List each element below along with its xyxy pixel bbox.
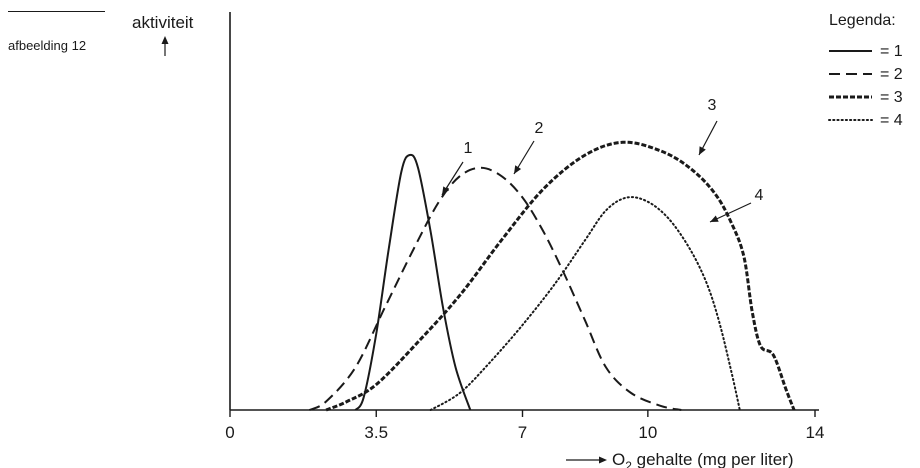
x-tick-label: 3.5 [364,423,388,442]
x-tick-label: 0 [225,423,234,442]
legend: = 1 = 2 = 3 = 4 [829,43,903,129]
curve-label-4: 4 [755,187,764,204]
y-axis-title: aktiviteit [132,13,194,32]
series-curves [309,142,794,410]
series-curve-4 [431,197,740,410]
legend-label-2: = 2 [880,66,903,83]
curve-label-2: 2 [535,120,544,137]
x-axis-title-prefix: O [612,450,625,468]
series-curve-1 [355,155,470,410]
legend-label-4: = 4 [880,112,903,129]
series-curve-2 [309,168,681,410]
legend-label-1: = 1 [880,43,903,60]
legend-label-3: = 3 [880,89,903,106]
curve-label-1: 1 [464,140,473,157]
x-ticks: 0 3.5 7 10 14 [225,410,824,442]
x-axis-title: O2 gehalte (mg per liter) [612,450,794,468]
curve-callout-arrowhead-1 [442,186,449,195]
x-tick-label: 10 [638,423,657,442]
x-axis-title-suffix: gehalte (mg per liter) [632,450,794,468]
x-axis-arrow-head [599,457,607,464]
x-tick-label: 7 [518,423,527,442]
curve-callout-arrowhead-2 [514,165,521,174]
x-tick-label: 14 [806,423,825,442]
curve-callouts: 1 2 3 4 [442,97,764,222]
curve-label-3: 3 [708,97,717,114]
y-axis-arrow-head [162,36,169,44]
legend-title: Legenda: [829,12,896,29]
